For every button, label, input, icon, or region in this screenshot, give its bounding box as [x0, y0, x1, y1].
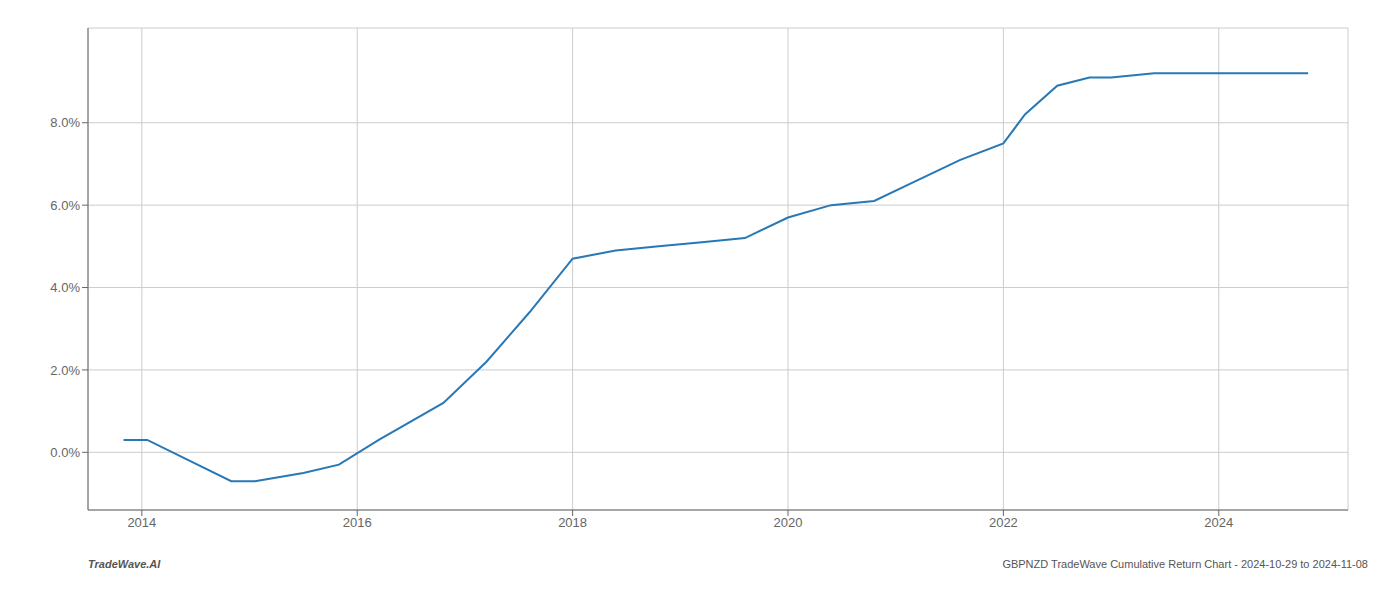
- svg-text:8.0%: 8.0%: [50, 115, 80, 130]
- svg-text:6.0%: 6.0%: [50, 198, 80, 213]
- svg-text:4.0%: 4.0%: [50, 280, 80, 295]
- svg-text:2024: 2024: [1204, 515, 1233, 530]
- html-text:TradeWave.AI: TradeWave.AI: [88, 558, 161, 570]
- svg-text:2018: 2018: [558, 515, 587, 530]
- svg-text:2022: 2022: [989, 515, 1018, 530]
- svg-text:2014: 2014: [127, 515, 156, 530]
- html-text:GBPNZD TradeWave Cumulative Re: GBPNZD TradeWave Cumulative Return Chart…: [1002, 558, 1368, 570]
- svg-text:0.0%: 0.0%: [50, 445, 80, 460]
- svg-text:2020: 2020: [774, 515, 803, 530]
- svg-text:2.0%: 2.0%: [50, 363, 80, 378]
- svg-text:2016: 2016: [343, 515, 372, 530]
